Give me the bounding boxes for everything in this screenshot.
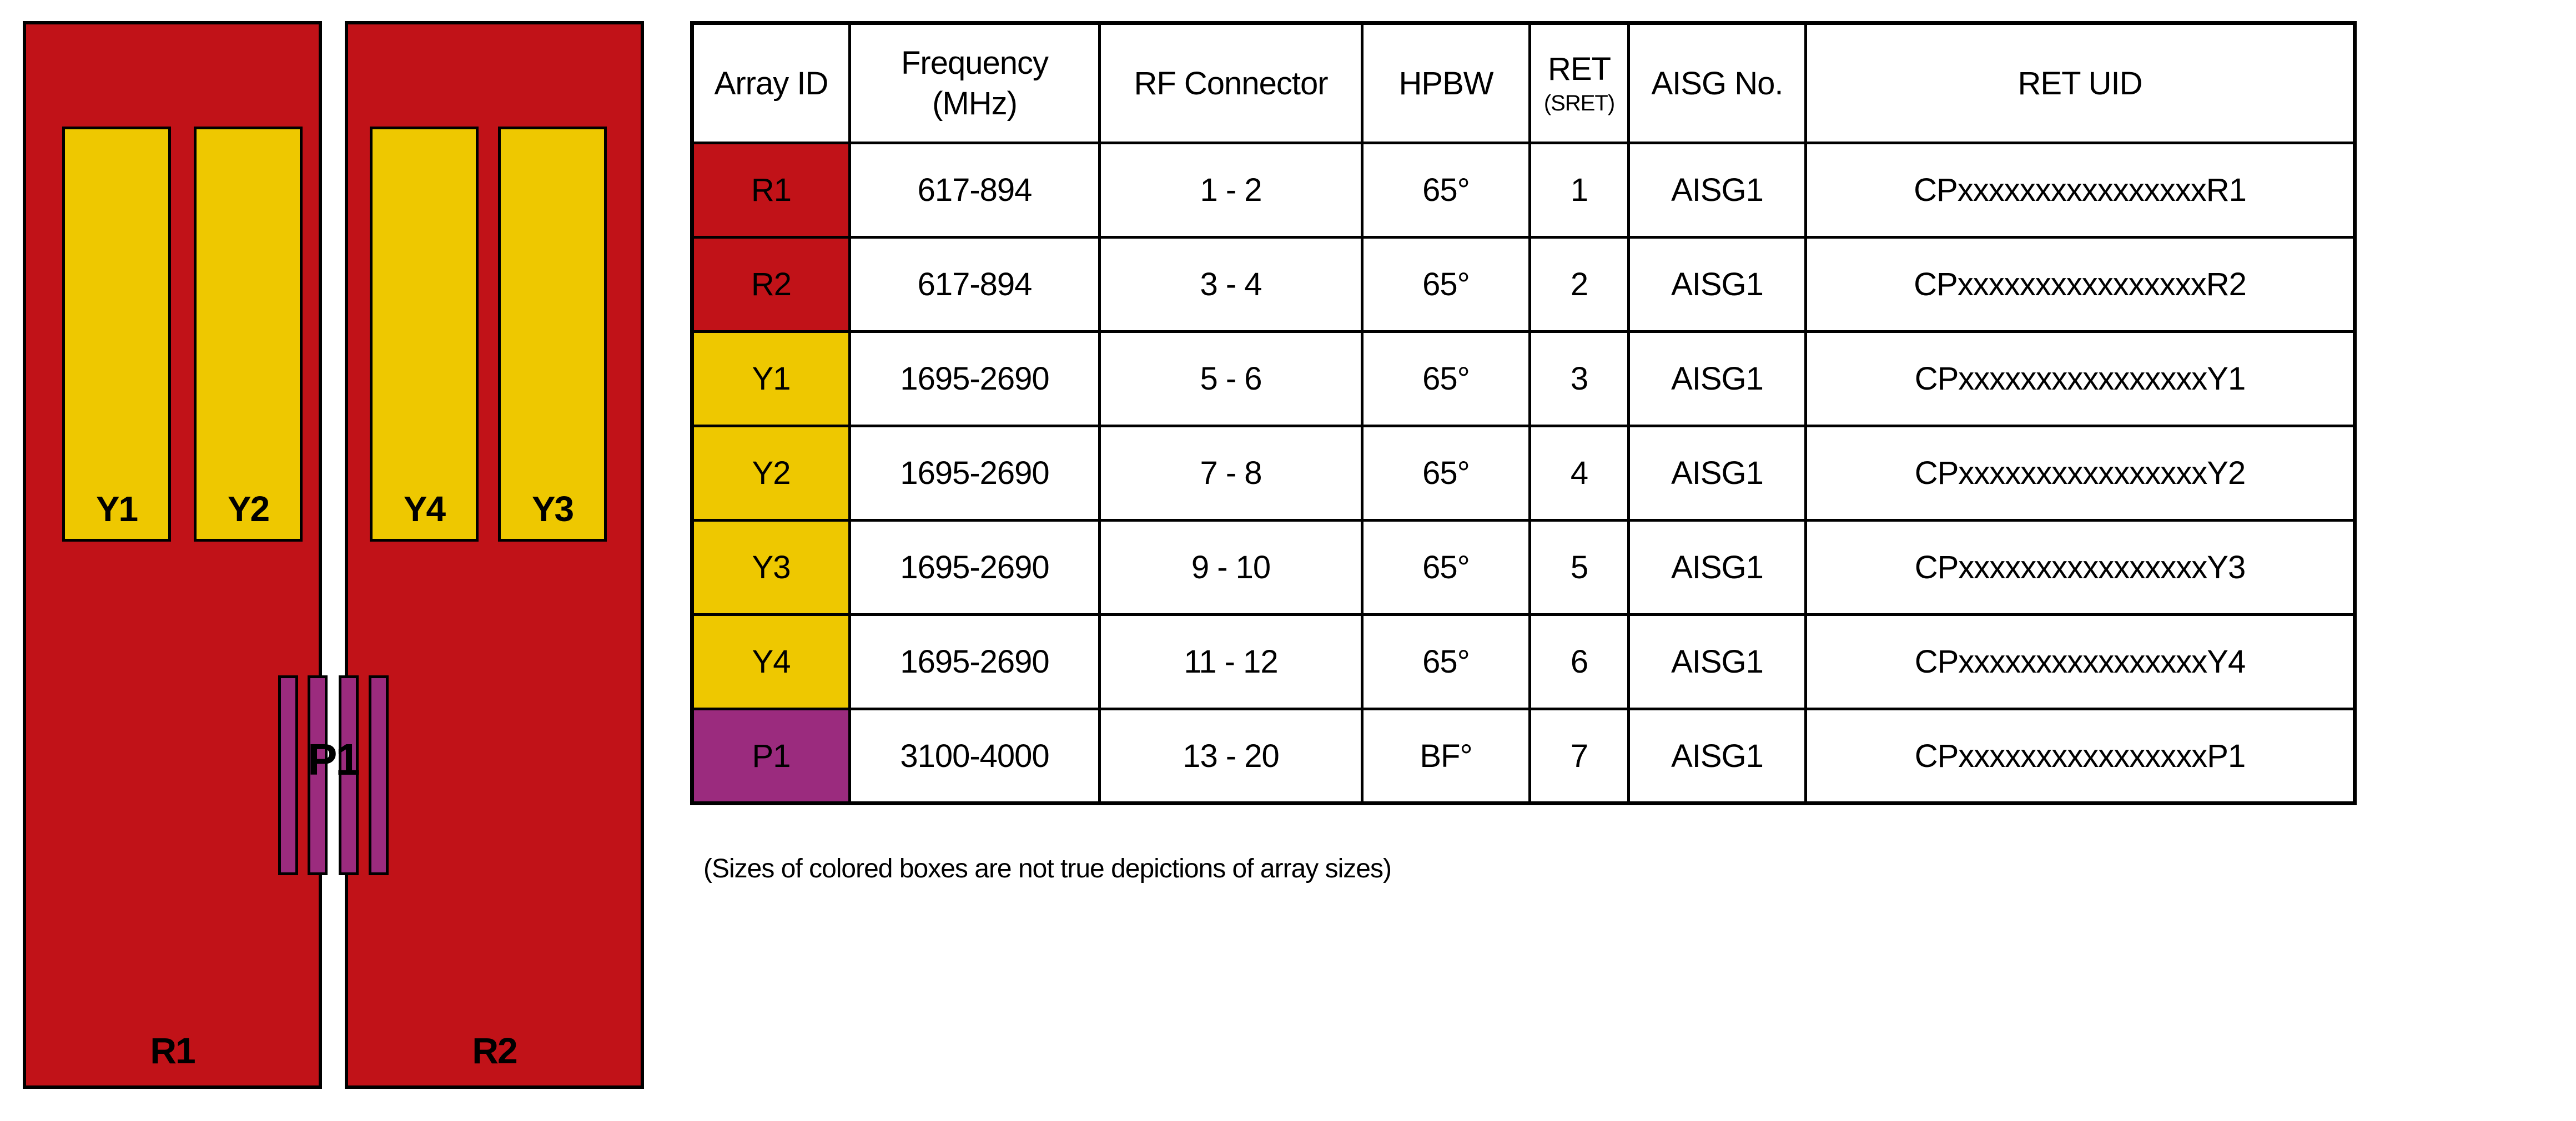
table-row-y3: Y3 1695-2690 9 - 10 65° 5 AISG1 CPxxxxxx… [691,519,2356,616]
p1-array-bar [308,675,328,875]
aisg-no-cell: AISG1 [1627,708,1807,805]
rf-connector-cell: 5 - 6 [1098,330,1364,427]
ret-cell: 4 [1528,425,1630,522]
array-label-y4: Y4 [403,489,446,529]
aisg-no-cell: AISG1 [1627,236,1807,333]
table-header-row: Array ID Frequency (MHz) RF Connector HP… [691,22,2356,144]
hpbw-cell: BF° [1361,708,1531,805]
array-label-p1: P1 [308,735,360,784]
array-label-y1: Y1 [95,489,138,529]
array-id-cell: Y2 [691,425,851,522]
array-id-cell: P1 [691,708,851,805]
panel-label-r1: R1 [150,1030,195,1071]
frequency-cell: 1695-2690 [848,425,1101,522]
col-header-ret-line1: RET [1548,51,1611,87]
ret-uid-cell: CPxxxxxxxxxxxxxxxxP1 [1804,708,2356,805]
ret-uid-cell: CPxxxxxxxxxxxxxxxxR1 [1804,142,2356,239]
ret-cell: 3 [1528,330,1630,427]
ret-uid-cell: CPxxxxxxxxxxxxxxxxR2 [1804,236,2356,333]
aisg-no-cell: AISG1 [1627,330,1807,427]
array-box-y3: Y3 [498,127,607,542]
ret-uid-cell: CPxxxxxxxxxxxxxxxxY2 [1804,425,2356,522]
p1-array-bar [339,675,359,875]
frequency-cell: 1695-2690 [848,519,1101,616]
aisg-no-cell: AISG1 [1627,519,1807,616]
footnote: (Sizes of colored boxes are not true dep… [703,854,1392,883]
frequency-cell: 617-894 [848,236,1101,333]
hpbw-cell: 65° [1361,330,1531,427]
array-id-cell: Y1 [691,330,851,427]
rf-connector-cell: 9 - 10 [1098,519,1364,616]
frequency-cell: 1695-2690 [848,330,1101,427]
hpbw-cell: 65° [1361,425,1531,522]
ret-cell: 6 [1528,613,1630,710]
aisg-no-cell: AISG1 [1627,613,1807,710]
array-label-y2: Y2 [227,489,270,529]
table-row-y2: Y2 1695-2690 7 - 8 65° 4 AISG1 CPxxxxxxx… [691,425,2356,522]
ret-uid-cell: CPxxxxxxxxxxxxxxxxY4 [1804,613,2356,710]
rf-connector-cell: 7 - 8 [1098,425,1364,522]
frequency-cell: 1695-2690 [848,613,1101,710]
ret-uid-cell: CPxxxxxxxxxxxxxxxxY3 [1804,519,2356,616]
frequency-cell: 3100-4000 [848,708,1101,805]
array-id-cell: R1 [691,142,851,239]
array-label-y3: Y3 [531,489,574,529]
array-id-cell: Y3 [691,519,851,616]
table-row-r2: R2 617-894 3 - 4 65° 2 AISG1 CPxxxxxxxxx… [691,236,2356,333]
col-header-ret-line2: (SRET) [1543,91,1615,115]
table-row-y1: Y1 1695-2690 5 - 6 65° 3 AISG1 CPxxxxxxx… [691,330,2356,427]
array-box-y2: Y2 [194,127,303,542]
rf-connector-cell: 11 - 12 [1098,613,1364,710]
col-header-hpbw: HPBW [1361,22,1531,144]
col-header-array-id: Array ID [691,22,851,144]
array-id-cell: Y4 [691,613,851,710]
hpbw-cell: 65° [1361,142,1531,239]
col-header-ret-uid: RET UID [1804,22,2356,144]
port-mapping-table: Array ID Frequency (MHz) RF Connector HP… [690,21,2357,805]
rf-connector-cell: 3 - 4 [1098,236,1364,333]
ret-cell: 1 [1528,142,1630,239]
hpbw-cell: 65° [1361,613,1531,710]
array-id-cell: R2 [691,236,851,333]
array-box-y4: Y4 [370,127,479,542]
array-box-y1: Y1 [62,127,171,542]
col-header-aisg-no: AISG No. [1627,22,1807,144]
rf-connector-cell: 1 - 2 [1098,142,1364,239]
ret-cell: 5 [1528,519,1630,616]
ret-cell: 2 [1528,236,1630,333]
hpbw-cell: 65° [1361,519,1531,616]
ret-uid-cell: CPxxxxxxxxxxxxxxxxY1 [1804,330,2356,427]
ret-cell: 7 [1528,708,1630,805]
col-header-frequency: Frequency (MHz) [848,22,1101,144]
aisg-no-cell: AISG1 [1627,142,1807,239]
frequency-cell: 617-894 [848,142,1101,239]
p1-array-bar [278,675,298,875]
table-row-y4: Y4 1695-2690 11 - 12 65° 6 AISG1 CPxxxxx… [691,613,2356,710]
rf-connector-cell: 13 - 20 [1098,708,1364,805]
aisg-no-cell: AISG1 [1627,425,1807,522]
col-header-rf-connector: RF Connector [1098,22,1364,144]
col-header-ret: RET (SRET) [1528,22,1630,144]
table-row-p1: P1 3100-4000 13 - 20 BF° 7 AISG1 CPxxxxx… [691,708,2356,805]
table-row-r1: R1 617-894 1 - 2 65° 1 AISG1 CPxxxxxxxxx… [691,142,2356,239]
col-header-frequency-line1: Frequency [900,45,1049,81]
panel-label-r2: R2 [472,1030,517,1071]
hpbw-cell: 65° [1361,236,1531,333]
col-header-frequency-line2: (MHz) [932,85,1018,122]
antenna-diagram: Y1 Y2 Y4 Y3 P1 R1 R2 [0,0,688,1121]
p1-array-bar [369,675,389,875]
